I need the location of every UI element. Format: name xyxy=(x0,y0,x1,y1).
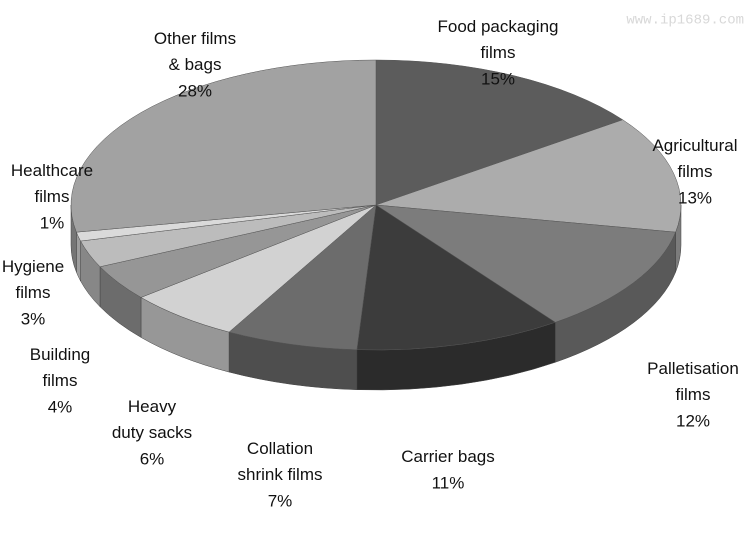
label-line: Other films xyxy=(154,29,236,48)
pie-slice xyxy=(375,204,676,323)
label-line: Hygiene xyxy=(2,257,64,276)
slice-label: Other films & bags xyxy=(154,29,236,74)
slice-percent: 12% xyxy=(676,411,710,430)
watermark: www.ip1689.com xyxy=(626,13,744,29)
slice-label: Hygiene films xyxy=(2,257,64,302)
label-line: shrink films xyxy=(237,465,322,484)
slice-label: Palletisation films xyxy=(647,359,739,404)
label-line: Heavy xyxy=(128,397,177,416)
pie-slice xyxy=(375,59,624,206)
label-line: films xyxy=(35,187,70,206)
slice-percent: 13% xyxy=(678,188,712,207)
slice-percent: 7% xyxy=(268,491,293,510)
pie-slice xyxy=(375,119,682,233)
slice-label: Carrier bags xyxy=(401,447,495,466)
label-line: Collation xyxy=(247,439,313,458)
slice-percent: 15% xyxy=(481,69,515,88)
label-line: Carrier bags xyxy=(401,447,495,466)
label-line: Healthcare xyxy=(11,161,93,180)
label-line: films xyxy=(43,371,78,390)
label-line: films xyxy=(678,162,713,181)
label-line: Agricultural xyxy=(652,136,737,155)
label-line: films xyxy=(676,385,711,404)
slice-label: Food packaging films xyxy=(438,17,559,62)
pie-slice xyxy=(228,204,377,350)
slice-percent: 6% xyxy=(140,449,165,468)
slice-percent: 28% xyxy=(178,81,212,100)
slice-percent: 1% xyxy=(40,213,65,232)
slice-label: Agricultural films xyxy=(652,136,737,181)
slice-percent: 4% xyxy=(48,397,73,416)
label-line: films xyxy=(16,283,51,302)
pie-slice xyxy=(356,204,556,351)
label-line: Building xyxy=(30,345,91,364)
label-line: & bags xyxy=(169,55,222,74)
pie-slice xyxy=(70,59,377,233)
slice-percent: 11% xyxy=(432,473,465,492)
label-line: Food packaging xyxy=(438,17,559,36)
label-line: Palletisation xyxy=(647,359,739,378)
slice-label: Collation shrink films xyxy=(237,439,322,484)
label-line: films xyxy=(481,43,516,62)
slice-label: Heavy duty sacks xyxy=(112,397,192,442)
slice-percent: 3% xyxy=(21,309,46,328)
slice-label: Healthcare films xyxy=(11,161,93,206)
label-line: duty sacks xyxy=(112,423,192,442)
slice-label: Building films xyxy=(30,345,91,390)
